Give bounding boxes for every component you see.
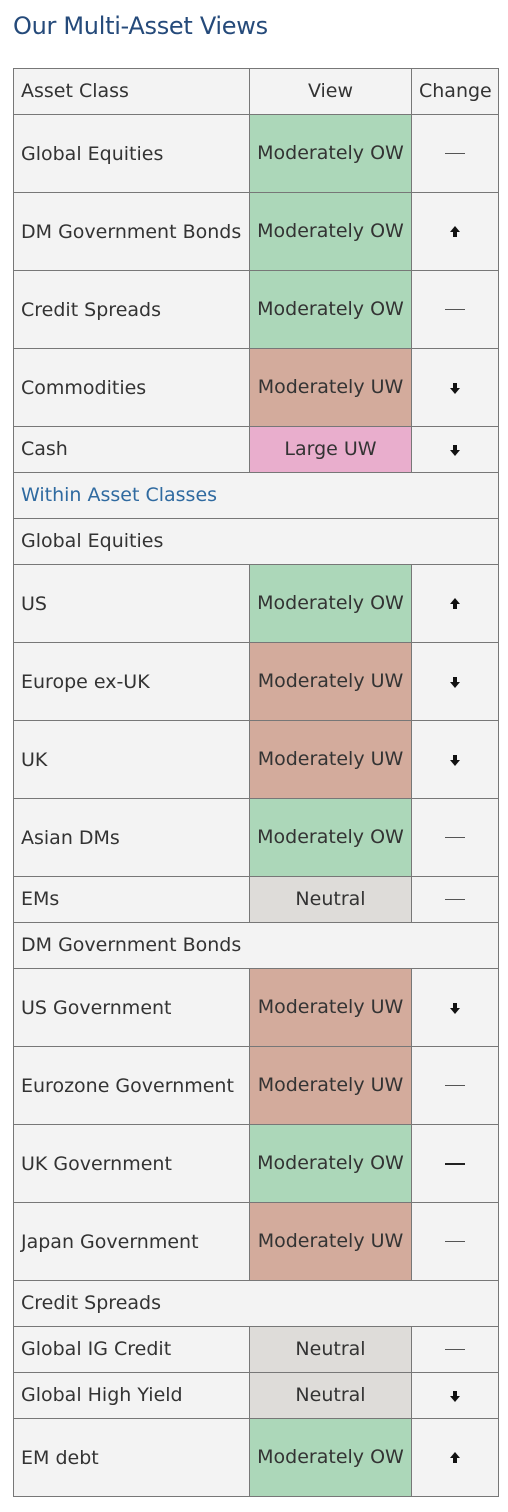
view-badge: Moderately OW — [249, 114, 412, 193]
table-row: UK Moderately UW — [13, 720, 499, 799]
down-arrow-icon — [450, 676, 460, 688]
change-cell — [411, 968, 499, 1047]
header-change: Change — [411, 68, 499, 115]
asset-name: EMs — [13, 876, 250, 923]
change-cell — [411, 1372, 499, 1419]
view-badge: Moderately UW — [249, 720, 412, 799]
up-arrow-icon — [450, 1451, 460, 1464]
section-row: Within Asset Classes — [13, 472, 499, 519]
change-cell — [411, 642, 499, 721]
subsection-heading: Credit Spreads — [13, 1280, 499, 1327]
table-row: EMs Neutral — — [13, 876, 499, 923]
no-change-dash-icon: — — [445, 837, 465, 838]
asset-name: Japan Government — [13, 1202, 250, 1281]
asset-name: DM Government Bonds — [13, 192, 250, 271]
change-cell — [411, 348, 499, 427]
down-arrow-icon — [450, 1002, 460, 1014]
table-row: Global Equities Moderately OW — — [13, 114, 499, 193]
table-row: Credit Spreads Moderately OW — — [13, 270, 499, 349]
change-cell — [411, 564, 499, 643]
view-badge: Moderately UW — [249, 1046, 412, 1125]
subsection-row: Credit Spreads — [13, 1280, 499, 1327]
section-heading: Within Asset Classes — [13, 472, 499, 519]
change-cell — [411, 192, 499, 271]
change-cell: — — [411, 270, 499, 349]
no-change-dash-icon: — — [445, 309, 465, 310]
view-badge: Moderately OW — [249, 564, 412, 643]
asset-name: Cash — [13, 426, 250, 473]
change-cell — [411, 426, 499, 473]
view-badge: Neutral — [249, 876, 412, 923]
no-change-dash-icon: — — [445, 1241, 465, 1242]
no-change-dash-icon: — — [445, 1085, 465, 1086]
table-row: EM debt Moderately OW — [13, 1418, 499, 1497]
view-badge: Neutral — [249, 1372, 412, 1419]
change-cell — [411, 720, 499, 799]
view-badge: Large UW — [249, 426, 412, 473]
change-cell: — — [411, 1326, 499, 1373]
table-row: Asian DMs Moderately OW — — [13, 798, 499, 877]
asset-name: UK Government — [13, 1124, 250, 1203]
table-row: Commodities Moderately UW — [13, 348, 499, 427]
asset-name: Global High Yield — [13, 1372, 250, 1419]
change-cell: — — [411, 114, 499, 193]
subsection-row: Global Equities — [13, 518, 499, 565]
down-arrow-icon — [450, 444, 460, 456]
asset-name: US — [13, 564, 250, 643]
up-arrow-icon — [450, 225, 460, 238]
table-row: US Government Moderately UW — [13, 968, 499, 1047]
table-row: DM Government Bonds Moderately OW — [13, 192, 499, 271]
down-arrow-icon — [450, 1390, 460, 1402]
asset-name: EM debt — [13, 1418, 250, 1497]
table-row: US Moderately OW — [13, 564, 499, 643]
asset-name: Global IG Credit — [13, 1326, 250, 1373]
header-asset-class: Asset Class — [13, 68, 250, 115]
up-arrow-icon — [450, 597, 460, 610]
asset-name: US Government — [13, 968, 250, 1047]
asset-name: Commodities — [13, 348, 250, 427]
change-cell: — — [411, 876, 499, 923]
view-badge: Neutral — [249, 1326, 412, 1373]
table-row: Cash Large UW — [13, 426, 499, 473]
view-badge: Moderately UW — [249, 968, 412, 1047]
subsection-heading: Global Equities — [13, 518, 499, 565]
subsection-heading: DM Government Bonds — [13, 922, 499, 969]
table-row: Europe ex-UK Moderately UW — [13, 642, 499, 721]
no-change-dash-icon: — — [445, 1349, 465, 1350]
no-change-dash-icon: — — [445, 899, 465, 900]
table-row: Japan Government Moderately UW — — [13, 1202, 499, 1281]
down-arrow-icon — [450, 754, 460, 766]
change-cell: — — [411, 798, 499, 877]
change-cell — [411, 1418, 499, 1497]
down-arrow-icon — [450, 382, 460, 394]
change-cell: — — [411, 1124, 499, 1203]
view-badge: Moderately OW — [249, 192, 412, 271]
asset-name: Europe ex-UK — [13, 642, 250, 721]
view-badge: Moderately UW — [249, 1202, 412, 1281]
no-change-dash-icon: — — [445, 1162, 465, 1165]
view-badge: Moderately UW — [249, 642, 412, 721]
table-row: Global IG Credit Neutral — — [13, 1326, 499, 1373]
table-row: Global High Yield Neutral — [13, 1372, 499, 1419]
view-badge: Moderately OW — [249, 270, 412, 349]
change-cell: — — [411, 1202, 499, 1281]
header-view: View — [249, 68, 412, 115]
page-title: Our Multi-Asset Views — [13, 12, 268, 40]
no-change-dash-icon: — — [445, 153, 465, 154]
multi-asset-views-table: Asset Class View Change Global Equities … — [13, 68, 499, 1497]
view-badge: Moderately OW — [249, 798, 412, 877]
asset-name: UK — [13, 720, 250, 799]
asset-name: Asian DMs — [13, 798, 250, 877]
view-badge: Moderately UW — [249, 348, 412, 427]
asset-name: Eurozone Government — [13, 1046, 250, 1125]
table-row: UK Government Moderately OW — — [13, 1124, 499, 1203]
asset-name: Credit Spreads — [13, 270, 250, 349]
table-row: Eurozone Government Moderately UW — — [13, 1046, 499, 1125]
subsection-row: DM Government Bonds — [13, 922, 499, 969]
asset-name: Global Equities — [13, 114, 250, 193]
change-cell: — — [411, 1046, 499, 1125]
view-badge: Moderately OW — [249, 1418, 412, 1497]
table-header-row: Asset Class View Change — [13, 68, 499, 115]
view-badge: Moderately OW — [249, 1124, 412, 1203]
